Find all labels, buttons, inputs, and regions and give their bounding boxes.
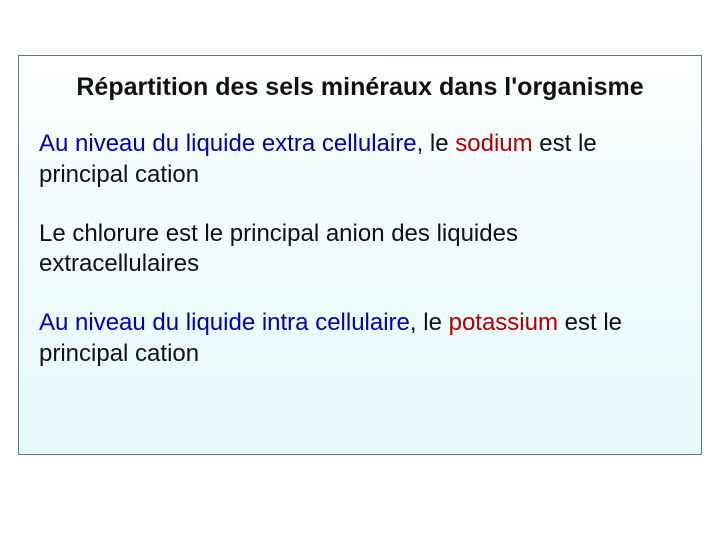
p1-highlight-blue: Au niveau du liquide extra cellulaire <box>39 130 417 157</box>
p1-text-b: , le <box>417 130 456 157</box>
paragraph-1: Au niveau du liquide extra cellulaire, l… <box>39 129 681 190</box>
p3-highlight-red: potassium <box>449 309 558 336</box>
paragraph-2: Le chlorure est le principal anion des l… <box>39 219 681 280</box>
slide-content-box: Répartition des sels minéraux dans l'org… <box>18 55 702 455</box>
p1-highlight-red: sodium <box>455 130 532 157</box>
paragraph-3: Au niveau du liquide intra cellulaire, l… <box>39 308 681 369</box>
p3-highlight-blue: Au niveau du liquide intra cellulaire <box>39 309 410 336</box>
slide-title: Répartition des sels minéraux dans l'org… <box>39 72 681 103</box>
p3-text-b: , le <box>410 309 449 336</box>
